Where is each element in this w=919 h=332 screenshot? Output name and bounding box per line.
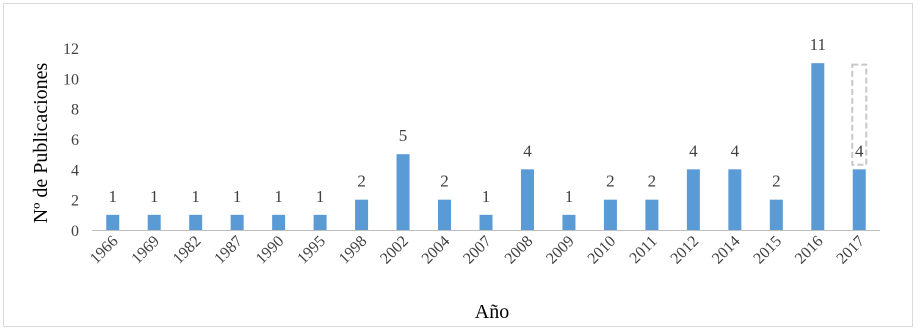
- x-tick-label: 1969: [128, 233, 163, 268]
- x-tick-label: 2004: [419, 233, 454, 268]
- data-label: 2: [440, 172, 449, 191]
- data-label: 2: [648, 172, 657, 191]
- bar: [852, 169, 866, 230]
- data-label: 11: [810, 35, 826, 54]
- data-label: 4: [689, 141, 698, 160]
- x-tick-label: 2002: [377, 233, 412, 268]
- x-tick-label: 2007: [460, 233, 495, 268]
- bar: [396, 154, 410, 230]
- bar: [811, 63, 825, 230]
- y-axis-ticks: 0 2 4 6 8 10 12: [63, 41, 79, 240]
- data-label: 1: [191, 187, 200, 206]
- data-label: 1: [233, 187, 242, 206]
- highlight-box: [851, 63, 868, 166]
- x-tick-label: 1966: [87, 233, 122, 268]
- x-tick-label: 2012: [668, 233, 703, 268]
- bar: [520, 169, 534, 230]
- x-tick-label: 1987: [211, 233, 246, 268]
- data-label: 5: [399, 126, 408, 145]
- data-label: 4: [731, 141, 740, 160]
- data-label: 1: [316, 187, 325, 206]
- y-axis-title: Nº de Publicaciones: [30, 62, 52, 223]
- x-tick-label: 1998: [336, 233, 371, 268]
- x-tick-label: 2009: [543, 233, 578, 268]
- x-tick-label: 1995: [294, 233, 329, 268]
- data-label: 4: [523, 141, 532, 160]
- bar: [728, 169, 742, 230]
- chart-frame: [3, 3, 913, 327]
- bar: [272, 214, 286, 230]
- x-axis-ticks: 1966 1969 1982 1987 1990 1995 1998 2002 2004 2007…: [87, 233, 868, 268]
- x-tick-label: 2016: [792, 233, 827, 268]
- bar: [479, 214, 493, 230]
- x-axis-title: Año: [475, 301, 509, 323]
- x-tick-label: 1982: [170, 233, 205, 268]
- bar: [230, 214, 244, 230]
- bar: [355, 199, 369, 230]
- data-label: 1: [274, 187, 283, 206]
- x-tick-label: 2015: [750, 233, 785, 268]
- bar: [313, 214, 327, 230]
- y-tick-label: 4: [71, 162, 79, 179]
- y-tick-label: 0: [71, 223, 79, 240]
- data-label: 1: [108, 187, 117, 206]
- data-label: 2: [606, 172, 615, 191]
- bar: [603, 199, 617, 230]
- y-tick-label: 6: [71, 132, 79, 149]
- y-tick-label: 10: [63, 71, 79, 88]
- x-tick-label: 1990: [253, 233, 288, 268]
- y-tick-label: 12: [63, 41, 79, 58]
- x-tick-label: 2017: [833, 233, 868, 268]
- bar: [147, 214, 161, 230]
- y-tick-label: 8: [71, 102, 79, 119]
- bar: [686, 169, 700, 230]
- bar: [562, 214, 576, 230]
- bar: [438, 199, 452, 230]
- bar: [645, 199, 659, 230]
- bar: [769, 199, 783, 230]
- x-tick-label: 2008: [502, 233, 537, 268]
- data-label: 1: [482, 187, 491, 206]
- bars: [106, 63, 866, 230]
- bar: [106, 214, 120, 230]
- x-tick-label: 2011: [626, 233, 660, 267]
- data-label: 2: [772, 172, 781, 191]
- bar: [189, 214, 203, 230]
- x-tick-label: 2014: [709, 233, 744, 268]
- x-tick-label: 2010: [585, 233, 620, 268]
- data-label: 4: [855, 141, 864, 160]
- data-label: 2: [357, 172, 366, 191]
- y-tick-label: 2: [71, 193, 79, 210]
- data-label: 1: [150, 187, 159, 206]
- data-label: 1: [565, 187, 574, 206]
